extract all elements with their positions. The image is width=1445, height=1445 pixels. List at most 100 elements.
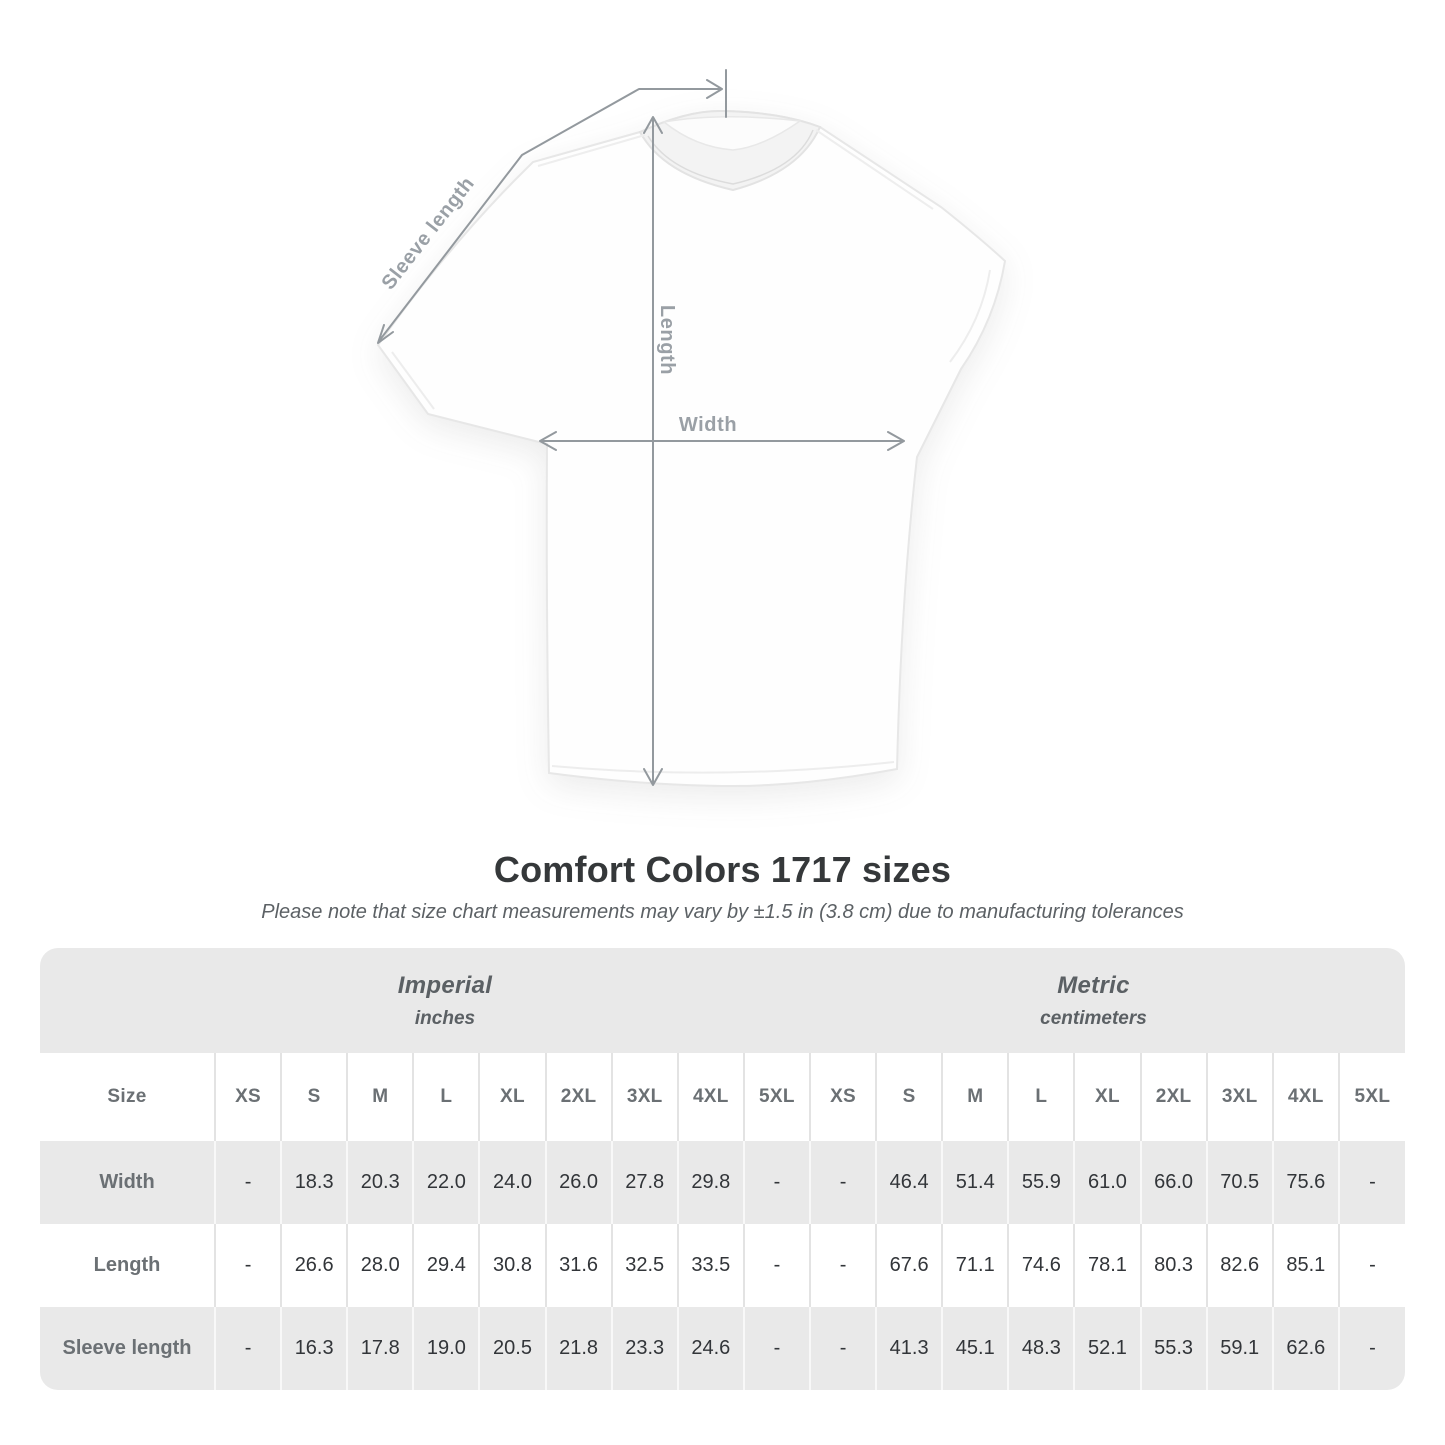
table-row: Sleeve length -16.3 17.8 19.0 20.5 21.8 23.3 24… — [40, 1307, 1405, 1390]
measurement-cell: 55.3 — [1139, 1307, 1207, 1390]
measurement-cell: 59.1 — [1205, 1307, 1273, 1390]
measurement-cell: - — [808, 1307, 877, 1390]
page-subtitle: Please note that size chart measurements… — [261, 901, 1184, 923]
size-column-header: XS — [213, 1053, 282, 1141]
metric-label: Metric — [1057, 971, 1130, 999]
size-header-row: Size XS S M L XL 2XL 3XL 4XL 5XL XS S M L XL 2XL 3XL 4XL… — [40, 1053, 1405, 1141]
measurement-cell: 22.0 — [412, 1141, 480, 1224]
measurement-cell: 24.0 — [478, 1141, 546, 1224]
measurement-cell: - — [742, 1141, 810, 1224]
width-arrow — [539, 431, 905, 451]
measurement-cell: - — [1337, 1141, 1405, 1224]
row-label: Width — [99, 1171, 155, 1193]
imperial-label: Imperial — [397, 971, 493, 999]
measurement-cell: 71.1 — [941, 1224, 1009, 1307]
size-column-title: Size — [40, 1053, 215, 1141]
measurement-cell: 70.5 — [1205, 1141, 1273, 1224]
size-chart-table: Imperial inches Metric centimeters Size … — [40, 948, 1405, 1390]
shirt-measurement-diagram: Sleeve length Length Width — [376, 69, 1007, 788]
measurement-cell: 55.9 — [1007, 1141, 1075, 1224]
measurement-cell: 74.6 — [1007, 1224, 1075, 1307]
measurement-cell: 28.0 — [346, 1224, 414, 1307]
measurement-cell: 51.4 — [941, 1141, 1009, 1224]
measurement-cell: - — [808, 1224, 877, 1307]
sleeve-length-arrow — [377, 79, 723, 344]
unit-groups-row: Imperial inches Metric centimeters — [40, 948, 1405, 1053]
size-column-header: XL — [478, 1053, 546, 1141]
table-row: Width -18.3 20.3 22.0 24.0 26.0 27.8 29.8- -46.4… — [40, 1141, 1405, 1224]
size-table-body: Width -18.3 20.3 22.0 24.0 26.0 27.8 29.8- -46.4… — [40, 1141, 1405, 1390]
measurement-cell: 29.4 — [412, 1224, 480, 1307]
measurement-cell: 41.3 — [875, 1307, 943, 1390]
measurement-cell: 46.4 — [875, 1141, 943, 1224]
measurement-cell: 32.5 — [610, 1224, 678, 1307]
measurement-cell: 20.5 — [478, 1307, 546, 1390]
table-row: Length -26.6 28.0 29.4 30.8 31.6 32.5 33.5- -67.… — [40, 1224, 1405, 1307]
size-column-header: L — [412, 1053, 480, 1141]
row-label: Sleeve length — [62, 1337, 192, 1359]
page-title: Comfort Colors 1717 sizes — [493, 849, 952, 890]
size-column-header: 3XL — [610, 1053, 678, 1141]
measurement-cell: 21.8 — [544, 1307, 612, 1390]
measurement-cell: - — [213, 1307, 282, 1390]
measurement-cell: 62.6 — [1271, 1307, 1339, 1390]
tshirt-illustration — [376, 109, 1007, 788]
measurement-cell: 20.3 — [346, 1141, 414, 1224]
size-column-header: S — [875, 1053, 943, 1141]
imperial-group-header: Imperial inches — [40, 948, 810, 1053]
size-column-header: XL — [1073, 1053, 1141, 1141]
measurement-cell: - — [742, 1224, 810, 1307]
size-column-header: 4XL — [1271, 1053, 1339, 1141]
measurement-cell: 33.5 — [676, 1224, 744, 1307]
size-column-header: 5XL — [1337, 1053, 1405, 1141]
shirt-diagram-svg: Sleeve length Length Width — [376, 69, 1007, 788]
collar-rib-line — [647, 129, 814, 185]
tshirt-body — [376, 109, 1007, 788]
measurement-cell: 67.6 — [875, 1224, 943, 1307]
back-collar — [662, 116, 803, 151]
measurement-cell: 26.0 — [544, 1141, 612, 1224]
measurement-cell: 17.8 — [346, 1307, 414, 1390]
size-column-header: M — [346, 1053, 414, 1141]
measurement-cell: 26.6 — [280, 1224, 348, 1307]
measurement-cell: 18.3 — [280, 1141, 348, 1224]
measurement-cell: - — [742, 1307, 810, 1390]
width-label: Width — [679, 414, 737, 436]
sleeve-hem-right — [949, 269, 991, 363]
size-column-header: 2XL — [544, 1053, 612, 1141]
size-column-header: 5XL — [742, 1053, 810, 1141]
measurement-cell: - — [213, 1141, 282, 1224]
length-arrow — [643, 116, 663, 786]
metric-unit: centimeters — [1040, 1007, 1147, 1029]
measurement-cell: - — [1337, 1224, 1405, 1307]
size-column-header: L — [1007, 1053, 1075, 1141]
measurement-cell: 31.6 — [544, 1224, 612, 1307]
measurement-cell: 78.1 — [1073, 1224, 1141, 1307]
length-label: Length — [656, 305, 678, 375]
measurement-cell: 45.1 — [941, 1307, 1009, 1390]
measurement-cell: 82.6 — [1205, 1224, 1273, 1307]
measurement-cell: 23.3 — [610, 1307, 678, 1390]
measurement-cell: 27.8 — [610, 1141, 678, 1224]
row-label: Length — [93, 1254, 161, 1276]
size-column-header: S — [280, 1053, 348, 1141]
measurement-cell: 24.6 — [676, 1307, 744, 1390]
sleeve-hem-left — [391, 351, 435, 410]
measurement-cell: 75.6 — [1271, 1141, 1339, 1224]
measurement-cell: 80.3 — [1139, 1224, 1207, 1307]
measurement-cell: 16.3 — [280, 1307, 348, 1390]
measurement-cell: - — [808, 1141, 877, 1224]
imperial-unit: inches — [414, 1007, 476, 1029]
size-column-header: XS — [808, 1053, 877, 1141]
size-column-header: 3XL — [1205, 1053, 1273, 1141]
measurement-cell: 66.0 — [1139, 1141, 1207, 1224]
measurement-cell: 48.3 — [1007, 1307, 1075, 1390]
size-column-header: M — [941, 1053, 1009, 1141]
size-chart-table-container: Imperial inches Metric centimeters Size … — [40, 948, 1405, 1390]
measurement-cell: 19.0 — [412, 1307, 480, 1390]
measurement-cell: - — [1337, 1307, 1405, 1390]
metric-group-header: Metric centimeters — [809, 948, 1405, 1053]
measurement-cell: 52.1 — [1073, 1307, 1141, 1390]
size-column-header: 4XL — [676, 1053, 744, 1141]
bottom-hem-line — [551, 761, 895, 774]
